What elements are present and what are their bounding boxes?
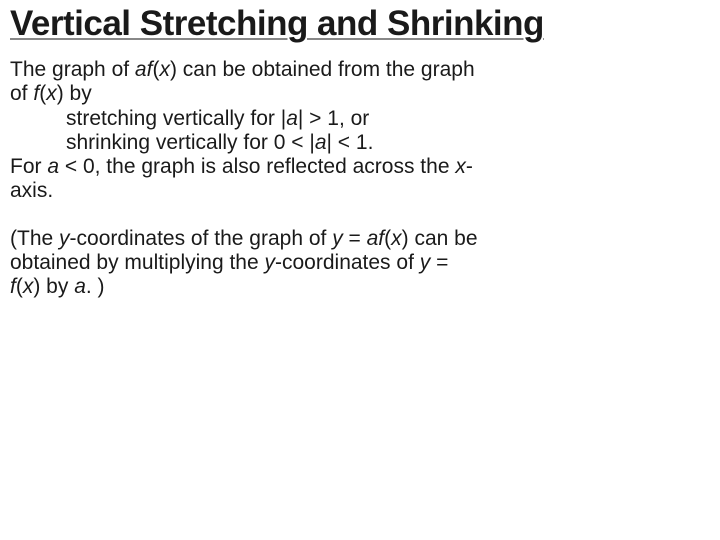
spacer: [10, 203, 706, 227]
text: (: [16, 275, 23, 298]
var-y: y: [332, 227, 343, 250]
slide-body: The graph of af(x) can be obtained from …: [10, 58, 706, 299]
paragraph-2-line-2: axis.: [10, 179, 706, 203]
text: ) by: [57, 82, 92, 105]
text: ) can be: [402, 227, 478, 250]
var-y: y: [420, 251, 431, 274]
text: -: [466, 155, 473, 178]
bullet-stretch: stretching vertically for |a| > 1, or: [10, 107, 706, 131]
text: -coordinates of: [275, 251, 420, 274]
var-x: x: [46, 82, 57, 105]
bullet-shrink: shrinking vertically for 0 < |a| < 1.: [10, 131, 706, 155]
var-x: x: [23, 275, 34, 298]
var-a: a: [74, 275, 86, 298]
text: -coordinates of the graph of: [70, 227, 333, 250]
slide-title: Vertical Stretching and Shrinking: [10, 4, 706, 44]
text: | > 1, or: [298, 107, 369, 130]
text: ) can be obtained from the graph: [170, 58, 475, 81]
text: For: [10, 155, 47, 178]
text: =: [430, 251, 448, 274]
text: (The: [10, 227, 59, 250]
paragraph-1-line-2: of f(x) by: [10, 82, 706, 106]
text: axis.: [10, 179, 53, 202]
var-a: a: [315, 131, 327, 154]
text: stretching vertically for |: [66, 107, 286, 130]
var-y: y: [265, 251, 276, 274]
var-x: x: [455, 155, 466, 178]
var-y: y: [59, 227, 70, 250]
paragraph-2-line-1: For a < 0, the graph is also reflected a…: [10, 155, 706, 179]
text: of: [10, 82, 33, 105]
text: < 0, the graph is also reflected across …: [59, 155, 455, 178]
text: obtained by multiplying the: [10, 251, 265, 274]
var-af: af: [367, 227, 385, 250]
var-a: a: [286, 107, 298, 130]
text: ) by: [33, 275, 74, 298]
var-x: x: [159, 58, 170, 81]
var-af: af: [135, 58, 153, 81]
slide-content: Vertical Stretching and Shrinking The gr…: [0, 0, 720, 300]
var-x: x: [391, 227, 402, 250]
text: | < 1.: [327, 131, 374, 154]
text: . ): [86, 275, 105, 298]
text: =: [343, 227, 367, 250]
paragraph-1-line-1: The graph of af(x) can be obtained from …: [10, 58, 706, 82]
paragraph-3-line-2: obtained by multiplying the y-coordinate…: [10, 251, 706, 275]
text: The graph of: [10, 58, 135, 81]
var-a: a: [47, 155, 59, 178]
text: shrinking vertically for 0 < |: [66, 131, 315, 154]
paragraph-3-line-3: f(x) by a. ): [10, 275, 706, 299]
paragraph-3-line-1: (The y-coordinates of the graph of y = a…: [10, 227, 706, 251]
